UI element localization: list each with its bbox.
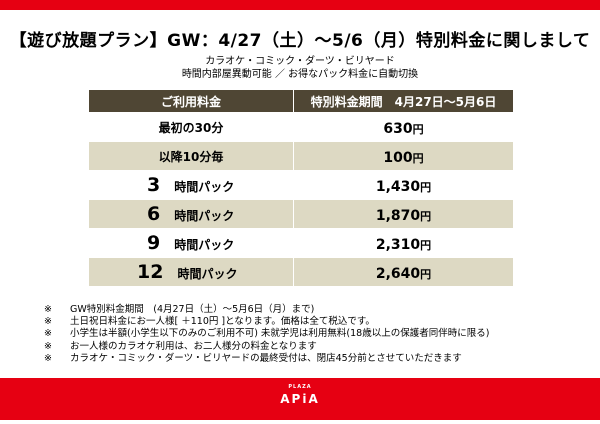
row-price: 100円 [293,141,514,171]
table-row: 9 時間パック 2,310円 [88,228,514,258]
table-row: 12 時間パック 2,640円 [88,257,514,287]
header-usage-fee: ご利用料金 [88,89,294,113]
note-item: ※ 土日祝日料金にお一人様[ ＋110円 ]となります。価格は全て税込です。 [44,316,375,328]
top-red-band [0,0,600,10]
row-price: 630円 [293,112,514,142]
row-price: 2,310円 [293,228,514,258]
header-special-period: 特別料金期間 4月27日～5月6日 [293,89,514,113]
bottom-red-band [0,378,600,420]
row-price: 1,870円 [293,199,514,229]
table-header-row: ご利用料金 特別料金期間 4月27日～5月6日 [88,89,514,113]
note-item: ※ 小学生は半額(小学生以下のみのご利用不可) 未就学児は利用無料(18歳以上の保… [44,328,490,340]
notes-list: ※ GW特別料金期間 (4月27日（土）～5月6日（月）まで) ※ 土日祝日料金にお… [44,304,489,365]
plaza-apia-logo: PLAZA APiA [280,384,320,406]
row-label: 6 時間パック [88,199,294,229]
row-price: 2,640円 [293,257,514,287]
pack-hours: 12 [137,261,164,283]
table-row: 3 時間パック 1,430円 [88,170,514,200]
row-label: 9 時間パック [88,228,294,258]
row-price: 1,430円 [293,170,514,200]
note-item: ※ お一人様のカラオケ利用は、お二人様分の料金となります [44,340,317,352]
note-item: ※ カラオケ・コミック・ダーツ・ビリヤードの最終受付は、閉店45分前とさせていただ… [44,352,462,364]
pack-hours: 9 [147,232,161,254]
page-title: 【遊び放題プラン】GW：4/27（土）～5/6（月）特別料金に関しまして [9,31,591,51]
table-row: 6 時間パック 1,870円 [88,199,514,229]
row-label: 最初の30分 [88,112,294,142]
row-label: 12 時間パック [88,257,294,287]
row-label: 3 時間パック [88,170,294,200]
pack-hours: 3 [147,174,161,196]
table-row: 最初の30分 630円 [88,112,514,142]
price-table: ご利用料金 特別料金期間 4月27日～5月6日 最初の30分 630円 以降10… [88,89,514,287]
pack-hours: 6 [147,203,161,225]
note-item: ※ GW特別料金期間 (4月27日（土）～5月6日（月）まで) [44,304,315,315]
table-row: 以降10分毎 100円 [88,141,514,171]
row-label: 以降10分毎 [88,141,294,171]
subtitle-room-change: 時間内部屋異動可能 ／ お得なパック料金に自動切換 [181,69,419,80]
subtitle-services: カラオケ・コミック・ダーツ・ビリヤード [205,56,395,67]
